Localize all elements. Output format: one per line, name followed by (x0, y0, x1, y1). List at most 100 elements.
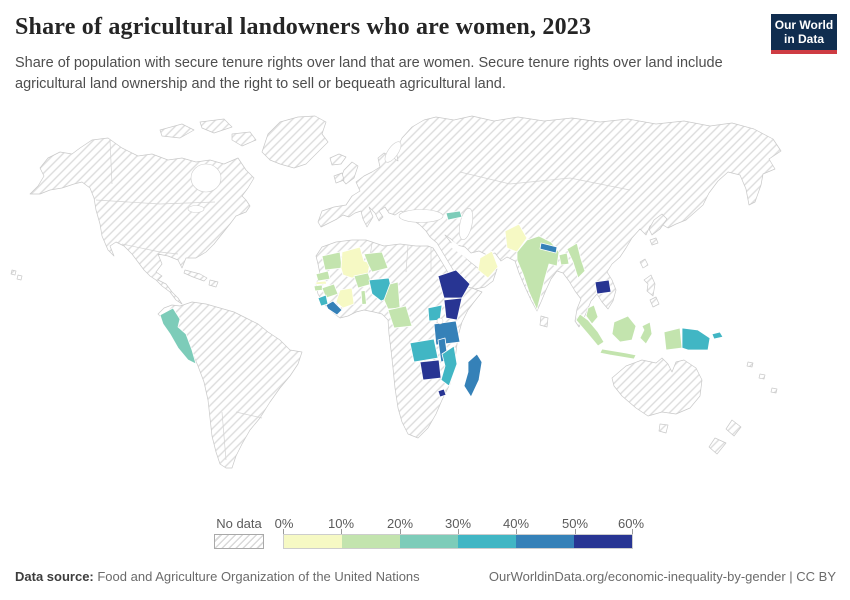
country-madagascar[interactable] (463, 353, 483, 398)
country-nepal[interactable] (539, 242, 558, 254)
legend-bin-30-40[interactable] (458, 535, 516, 548)
landmass-ireland (333, 172, 345, 184)
legend-tick-label: 60% (617, 516, 645, 531)
country-indonesia-borneo[interactable] (611, 315, 637, 343)
legend-tick-label: 20% (386, 516, 414, 531)
landmass-japan (648, 213, 668, 236)
landmass-north-america (29, 137, 255, 305)
country-liberia[interactable] (325, 300, 343, 316)
country-senegal[interactable] (315, 270, 331, 282)
legend-tick-label: 40% (502, 516, 530, 531)
country-dr-congo[interactable] (387, 305, 413, 329)
legend-tick-label: 30% (444, 516, 472, 531)
country-oman[interactable] (477, 250, 499, 279)
legend-tick-mark (400, 529, 401, 534)
landmass-taiwan (639, 258, 649, 269)
legend-tick-mark (458, 529, 459, 534)
country-zimbabwe[interactable] (419, 359, 442, 381)
country-papua-new-guinea[interactable] (681, 327, 711, 351)
internal-borders (405, 244, 409, 273)
country-georgia[interactable] (445, 210, 463, 221)
internal-borders (109, 139, 113, 185)
country-indonesia-sulawesi[interactable] (639, 321, 653, 345)
country-india[interactable] (516, 235, 560, 311)
landmass-tasmania (658, 423, 669, 434)
data-source-text: Food and Agriculture Organization of the… (93, 569, 420, 584)
country-png-new-britain[interactable] (711, 331, 724, 340)
landmass-great-britain (340, 161, 359, 185)
legend-tick-mark (575, 529, 576, 534)
caspian-sea (458, 207, 474, 241)
landmass-south-america (157, 301, 303, 469)
legend-bin-0-10[interactable] (284, 535, 342, 548)
landmass-africa (315, 239, 483, 439)
country-pakistan[interactable] (504, 223, 528, 253)
logo-accent-bar (771, 50, 837, 54)
internal-borders (235, 411, 263, 419)
internal-borders (221, 411, 227, 461)
page-subtitle: Share of population with secure tenure r… (15, 55, 723, 92)
legend-bin-50-60[interactable] (574, 535, 632, 548)
legend-bin-40-50[interactable] (516, 535, 574, 548)
legend-no-data-swatch[interactable] (214, 534, 264, 549)
country-guinea[interactable] (321, 283, 339, 299)
landmass-philippines (643, 274, 656, 297)
great-lakes (187, 205, 205, 213)
landmass-sri-lanka (539, 315, 549, 328)
landmass-eurasia (317, 115, 782, 328)
legend-tick-mark (632, 529, 633, 534)
country-cambodia[interactable] (594, 279, 612, 295)
landmass-new-zealand (708, 437, 727, 455)
internal-borders (121, 243, 179, 255)
persian-gulf (449, 241, 480, 266)
country-togo[interactable] (360, 290, 367, 305)
landmass-australia (611, 357, 703, 417)
country-kenya[interactable] (443, 297, 463, 321)
landmass-cuba (183, 269, 208, 282)
country-indonesia-java[interactable] (599, 348, 637, 360)
landmass-greenland (261, 115, 329, 169)
internal-borders (95, 199, 216, 205)
landmass-pacific-islands (746, 361, 778, 394)
black-sea (398, 209, 444, 223)
internal-borders (459, 171, 631, 191)
credit-link[interactable]: OurWorldinData.org/economic-inequality-b… (488, 569, 836, 584)
country-peru[interactable] (159, 307, 197, 365)
legend-tick-mark (516, 529, 517, 534)
legend-tick-label: 0% (274, 516, 294, 531)
legend-tick-mark (341, 529, 342, 534)
legend-color-bar (283, 534, 633, 549)
country-bangladesh[interactable] (558, 252, 570, 266)
legend-tick-mark (283, 529, 284, 534)
legend-bin-20-30[interactable] (400, 535, 458, 548)
data-source-label: Data source: (15, 569, 94, 584)
landmass-new-zealand (725, 419, 742, 437)
landmass-japan (649, 237, 659, 246)
country-zambia[interactable] (409, 338, 439, 363)
country-indonesia-sumatra[interactable] (575, 313, 605, 347)
lake-victoria (436, 317, 444, 325)
country-myanmar[interactable] (566, 242, 586, 279)
country-niger[interactable] (363, 251, 389, 273)
legend-tick-label: 10% (327, 516, 355, 531)
world-map (10, 112, 840, 510)
baltic-sea (384, 141, 402, 163)
legend-tick-label: 50% (561, 516, 589, 531)
country-ethiopia[interactable] (437, 269, 471, 299)
landmass-hawaii (10, 269, 23, 281)
legend-bin-10-20[interactable] (342, 535, 400, 548)
hudson-bay (190, 163, 222, 193)
logo-line2: in Data (783, 32, 824, 46)
country-indonesia-papua[interactable] (663, 327, 683, 351)
landmass-arctic-islands (199, 118, 233, 134)
country-cote-divoire[interactable] (335, 287, 355, 309)
world-map-svg (10, 115, 782, 469)
country-gambia[interactable] (315, 280, 327, 285)
country-eswatini[interactable] (437, 388, 447, 398)
landmass-hispaniola (208, 279, 219, 288)
country-mozambique[interactable] (440, 345, 458, 387)
owid-logo[interactable]: Our World in Data (771, 14, 837, 54)
country-malaysia[interactable] (585, 304, 599, 325)
landmass-philippines (649, 296, 660, 308)
